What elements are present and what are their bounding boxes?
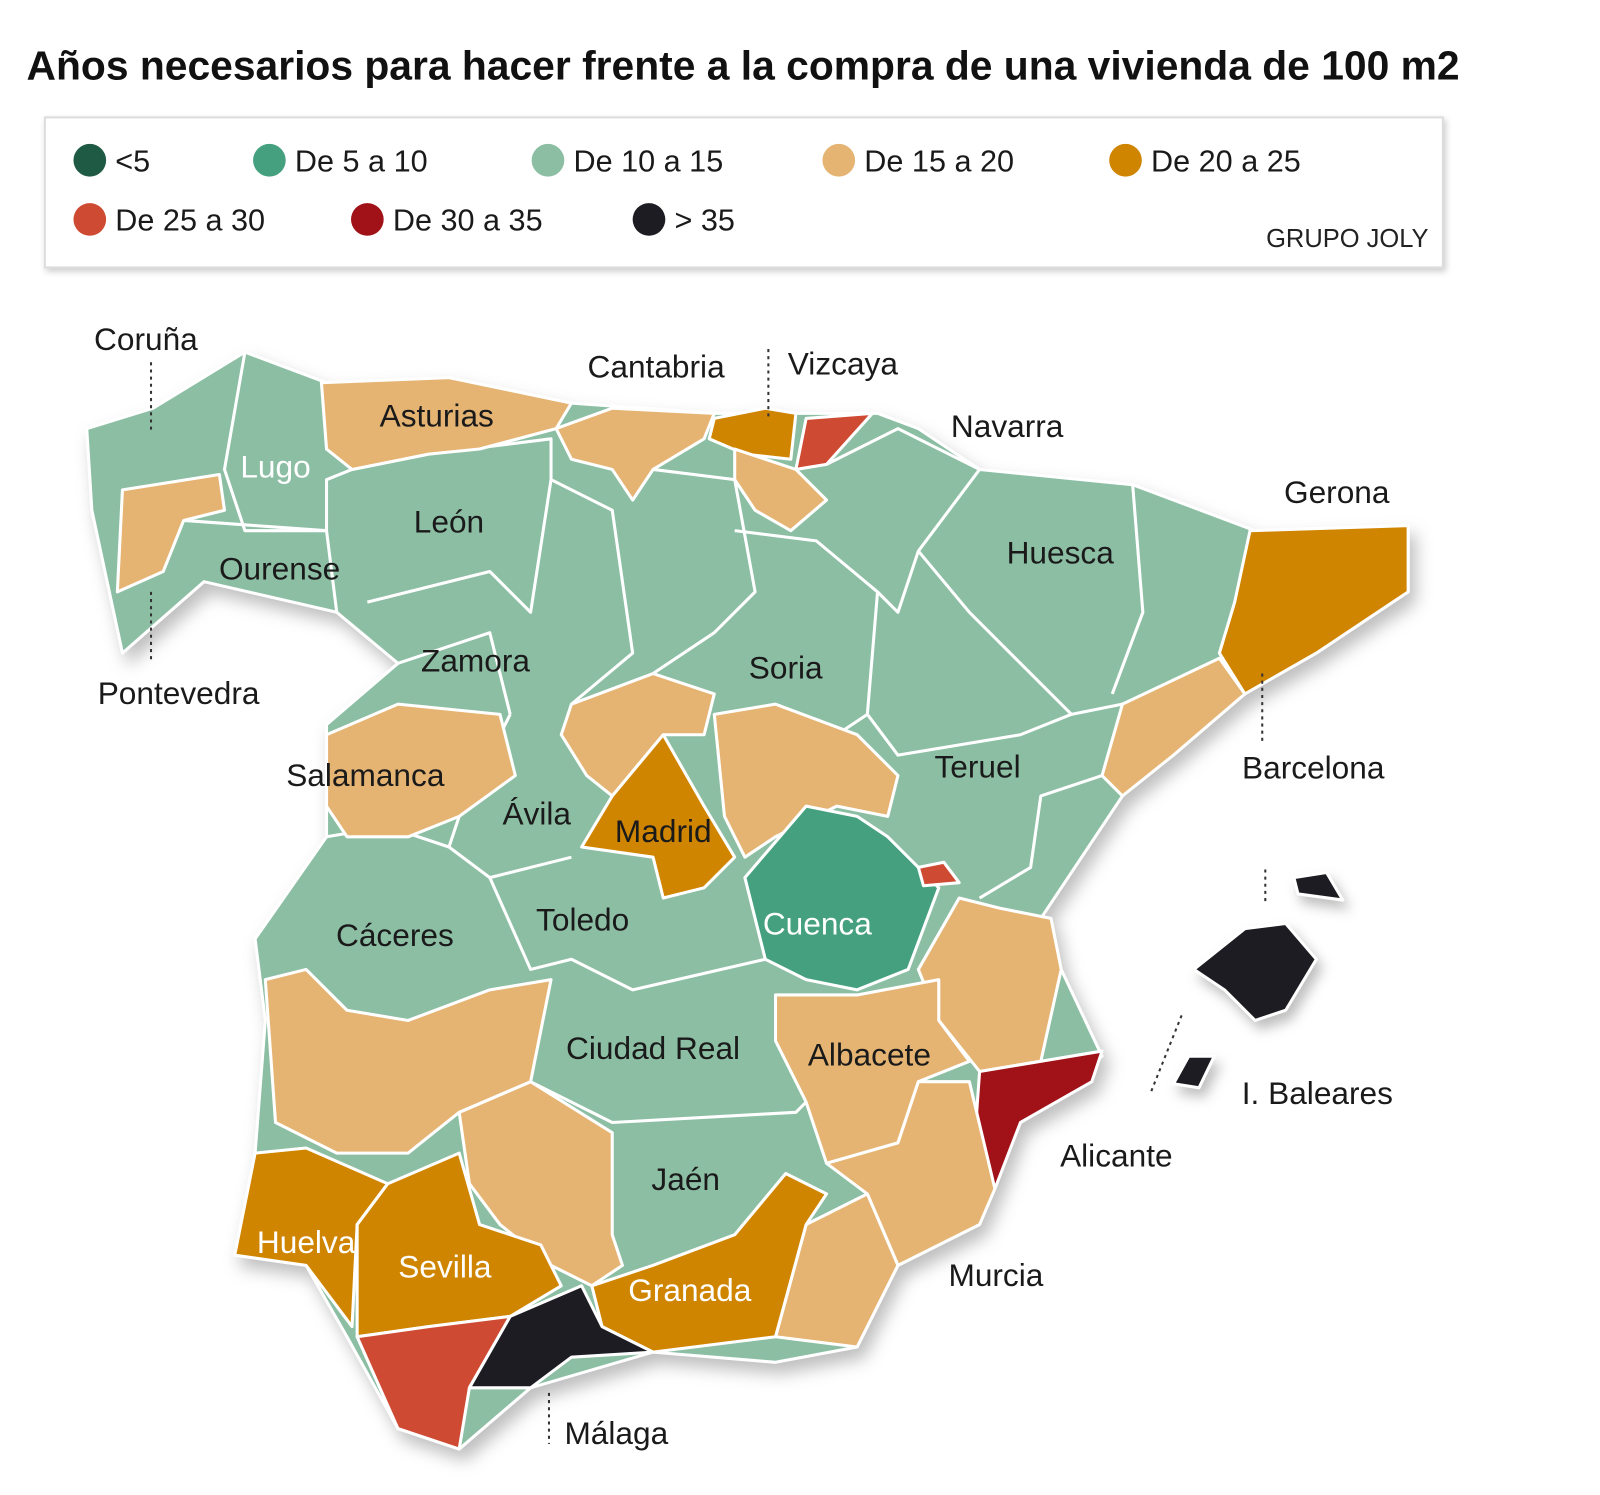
region-label: Granada: [628, 1272, 751, 1308]
region: [467, 1284, 655, 1390]
legend-label: De 30 a 35: [393, 204, 543, 238]
region: [355, 1151, 563, 1339]
region-label: Albacete: [808, 1036, 931, 1072]
border: [488, 876, 766, 992]
border: [825, 427, 982, 614]
region-label: Lugo: [240, 449, 310, 485]
region: [457, 1080, 624, 1288]
legend-swatch: [73, 143, 107, 177]
region-label: Asturias: [380, 398, 494, 434]
legend-swatch: [531, 143, 565, 177]
legend-label: De 20 a 25: [1151, 144, 1301, 178]
region: [554, 406, 716, 502]
region: [1217, 524, 1410, 696]
mainland: [85, 350, 1410, 1451]
border: [917, 550, 1123, 716]
legend-swatch: [73, 203, 107, 236]
region: [794, 411, 874, 471]
region-label: Toledo: [536, 902, 629, 938]
region-label: Teruel: [934, 749, 1020, 785]
border: [978, 774, 1103, 900]
title: Años necesarios para hacer frente a la c…: [27, 43, 1460, 89]
leader-lines: [150, 349, 1267, 1444]
region: [263, 967, 553, 1155]
region-label: Ávila: [502, 796, 571, 832]
region-label: Pontevedra: [98, 675, 260, 711]
border: [397, 631, 512, 715]
legend-label: De 5 a 10: [295, 144, 428, 178]
region-label: Zamora: [421, 642, 530, 678]
region: [1171, 1054, 1216, 1090]
legend-swatch: [351, 203, 384, 236]
region-label: León: [414, 504, 484, 540]
region: [325, 702, 517, 839]
region: [580, 733, 737, 900]
region-label: Navarra: [951, 408, 1064, 444]
region-label: Cáceres: [336, 917, 454, 953]
legend-label: De 15 a 20: [864, 144, 1014, 178]
region: [1192, 921, 1318, 1022]
legend-label: > 35: [674, 204, 734, 238]
region: [1292, 870, 1345, 902]
legend-swatch: [253, 143, 286, 177]
islands: [1171, 870, 1345, 1090]
region: [712, 702, 900, 859]
region: [916, 860, 961, 888]
region-label: Gerona: [1284, 474, 1390, 510]
legend-swatch: [632, 203, 666, 236]
border: [550, 478, 635, 706]
region: [115, 473, 227, 594]
legend-box: [43, 116, 1444, 269]
region-label: Alicante: [1060, 1137, 1173, 1173]
region: [1100, 656, 1247, 798]
region-label: Huelva: [257, 1224, 356, 1260]
region-label: Málaga: [564, 1415, 668, 1451]
legend: <5 De 5 a 10 De 10 a 15 De 15 a 20 De 20 a 2…: [73, 143, 1301, 238]
region: [733, 447, 829, 533]
region-label: Coruña: [94, 321, 198, 357]
region: [233, 1146, 390, 1329]
region-label: Huesca: [1007, 534, 1115, 570]
region-label: I. Baleares: [1242, 1075, 1393, 1111]
legend-label: De 25 a 30: [115, 204, 265, 238]
border: [222, 351, 339, 613]
region-label: Ourense: [219, 551, 340, 587]
border: [1110, 484, 1145, 695]
labels: Coruña Lugo Ourense Pontevedra Asturias …: [94, 321, 1393, 1451]
region-label: Jaén: [651, 1161, 720, 1197]
source: GRUPO JOLY: [1266, 225, 1428, 253]
region-label: Soria: [749, 650, 823, 686]
legend-label: <5: [115, 144, 150, 178]
region-label: Sevilla: [398, 1249, 492, 1285]
region-label: Salamanca: [286, 757, 445, 793]
region: [743, 804, 941, 992]
region-label: Ciudad Real: [566, 1030, 740, 1066]
region: [319, 376, 573, 471]
region-label: Cantabria: [588, 349, 726, 385]
legend-swatch: [822, 143, 856, 177]
legend-label: De 10 a 15: [573, 144, 723, 178]
legend-swatch: [1109, 143, 1142, 177]
border: [529, 1080, 808, 1125]
region-label: Vizcaya: [788, 346, 899, 382]
region-label: Murcia: [948, 1257, 1043, 1293]
region-label: Barcelona: [1242, 750, 1385, 786]
region-label: Cuenca: [763, 906, 872, 942]
border: [866, 712, 1072, 757]
region-label: Madrid: [615, 813, 712, 849]
region: [707, 406, 798, 461]
